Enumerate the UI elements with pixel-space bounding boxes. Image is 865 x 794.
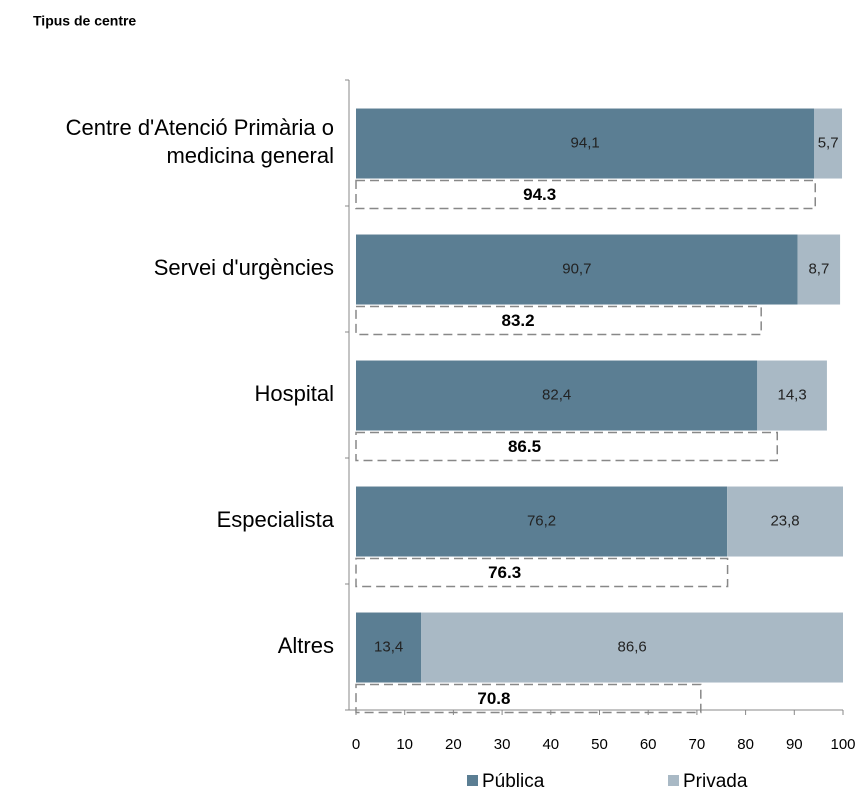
- total-box: [355, 431, 779, 462]
- value-label: 13,4: [374, 638, 403, 655]
- x-tick-label: 10: [396, 736, 413, 753]
- total-label: 70.8: [477, 689, 510, 708]
- x-tick-label: 90: [786, 736, 803, 753]
- bar-segment: [421, 612, 843, 683]
- x-tick-label: 100: [830, 736, 855, 753]
- value-label: 76,2: [527, 512, 556, 529]
- value-label: 23,8: [770, 512, 799, 529]
- bar-segment: [356, 360, 758, 431]
- value-label: 94,1: [571, 134, 600, 151]
- total-box: [355, 179, 816, 210]
- bar-segment: [727, 486, 843, 557]
- total-label: 83.2: [502, 311, 535, 330]
- value-label: 14,3: [778, 386, 807, 403]
- x-tick-label: 30: [494, 736, 511, 753]
- legend-swatch: [668, 775, 679, 786]
- category-label: Hospital: [254, 380, 334, 406]
- total-box: [355, 305, 762, 336]
- value-label: 90,7: [562, 260, 591, 277]
- bar-segment: [356, 612, 422, 683]
- bar-segment: [814, 108, 843, 179]
- category-label: Altres: [277, 632, 334, 658]
- legend-label: Pública: [482, 771, 545, 792]
- value-label: 8,7: [808, 260, 829, 277]
- bar-segment: [356, 108, 815, 179]
- legend-swatch: [467, 775, 478, 786]
- value-label: 86,6: [618, 638, 647, 655]
- bar-segment: [797, 234, 841, 305]
- x-tick-label: 20: [445, 736, 462, 753]
- total-label: 76.3: [488, 563, 521, 582]
- x-tick-label: 80: [737, 736, 754, 753]
- x-tick-label: 50: [591, 736, 608, 753]
- total-box: [355, 557, 729, 588]
- total-label: 86.5: [508, 437, 541, 456]
- category-label: Especialista: [216, 506, 334, 532]
- value-label: 82,4: [542, 386, 571, 403]
- category-label: Servei d'urgències: [153, 254, 334, 280]
- x-tick-label: 70: [689, 736, 706, 753]
- bar-segment: [356, 486, 728, 557]
- bar-segment: [757, 360, 827, 431]
- bar-segment: [356, 234, 798, 305]
- legend-label: Privada: [683, 771, 748, 792]
- total-box: [355, 683, 702, 714]
- category-label: Centre d'Atenció Primària o medicina gen…: [65, 114, 334, 168]
- total-label: 94.3: [523, 185, 556, 204]
- x-tick-label: 60: [640, 736, 657, 753]
- x-tick-label: 0: [352, 736, 360, 753]
- value-label: 5,7: [818, 134, 839, 151]
- x-tick-label: 40: [542, 736, 559, 753]
- chart-title: Tipus de centre: [33, 13, 136, 29]
